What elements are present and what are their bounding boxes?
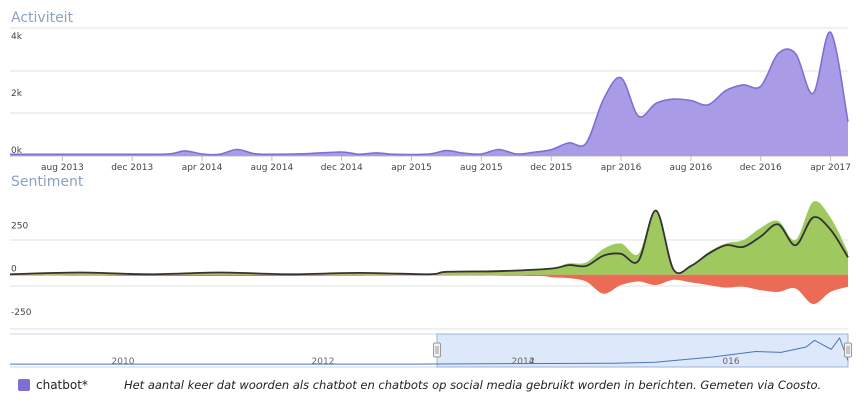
sentiment-net-line — [9, 209, 849, 276]
activity-x-tick: apr 2016 — [601, 163, 642, 173]
activity-area — [10, 32, 848, 157]
sentiment-negative-area — [10, 274, 848, 305]
activity-y-tick: 0k — [11, 146, 23, 156]
activity-x-tick: aug 2016 — [670, 163, 713, 173]
activity-x-tick: dec 2015 — [530, 163, 572, 173]
legend[interactable]: chatbot* Het aantal keer dat woorden als… — [18, 375, 821, 395]
navigator-line — [10, 336, 849, 365]
sentiment-title: Sentiment — [11, 174, 84, 190]
activity-title: Activiteit — [11, 10, 74, 26]
navigator-handle-right[interactable] — [844, 342, 852, 358]
activity-x-tick: dec 2016 — [740, 163, 782, 173]
sentiment-series — [9, 201, 849, 305]
sentiment-y-tick: 250 — [11, 221, 28, 231]
activity-x-tick: apr 2014 — [182, 163, 223, 173]
navigator-x-tick: 2010 — [112, 357, 135, 367]
navigator-selection[interactable] — [436, 333, 849, 368]
activity-line — [10, 31, 849, 156]
sentiment-y-ticks: -250 0 250 — [11, 221, 32, 318]
activity-y-ticks: 0k 2k 4k — [11, 32, 23, 156]
activity-x-tick: aug 2014 — [251, 163, 294, 173]
legend-swatch[interactable] — [18, 379, 30, 391]
activity-x-tick: dec 2014 — [321, 163, 363, 173]
navigator-x-tick: 2012 — [312, 357, 335, 367]
chart-caption: Het aantal keer dat woorden als chatbot … — [123, 378, 822, 392]
activity-y-tick: 2k — [11, 89, 23, 99]
activity-x-tick: apr 2015 — [391, 163, 432, 173]
activity-x-tick: apr 2017 — [810, 163, 851, 173]
sentiment-gridlines — [10, 239, 848, 330]
chart-area: Activiteit 0k 2k 4k aug 2013 dec 2013 apr 20… — [9, 10, 852, 368]
navigator-handle-left[interactable] — [433, 342, 441, 358]
activity-x-tick: aug 2013 — [41, 163, 84, 173]
activity-series — [10, 31, 849, 157]
activity-x-tick: dec 2013 — [111, 163, 153, 173]
sentiment-positive-area — [10, 201, 848, 275]
navigator-x-tick: 016 — [722, 357, 739, 367]
legend-label[interactable]: chatbot* — [36, 378, 88, 392]
activity-x-tick: aug 2015 — [460, 163, 503, 173]
sentiment-y-tick: -250 — [11, 308, 32, 318]
navigator-x-tick: 2 — [529, 357, 535, 367]
sentiment-y-tick: 0 — [11, 265, 17, 275]
navigator-x-tick: 2014 — [512, 357, 535, 367]
activity-y-tick: 4k — [11, 32, 23, 42]
activity-x-ticks: aug 2013 dec 2013 apr 2014 aug 2014 dec 2014… — [41, 156, 851, 173]
